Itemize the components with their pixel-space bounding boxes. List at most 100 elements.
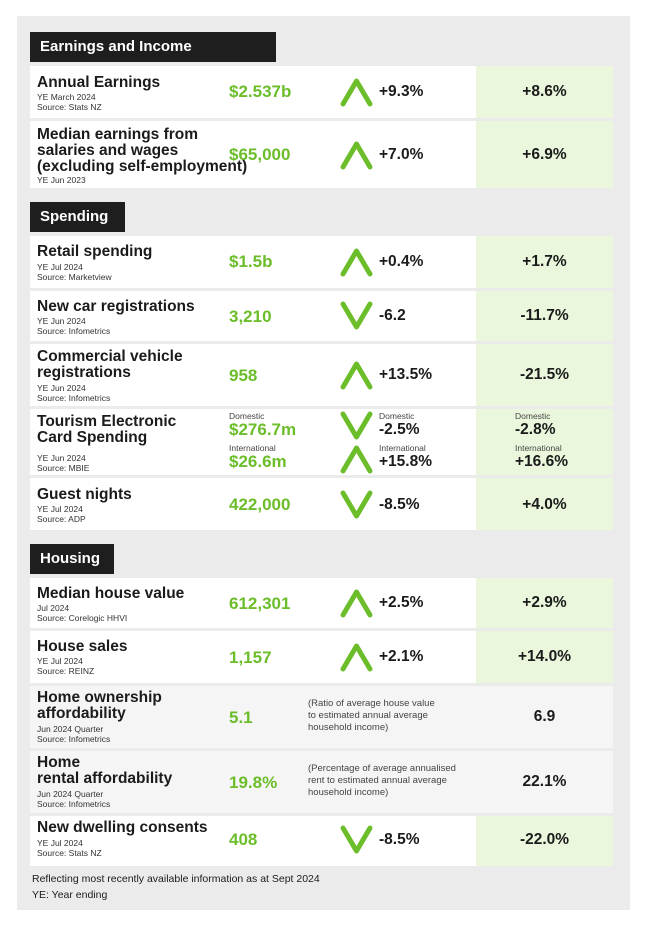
row-source: Source: Infometrics	[37, 393, 111, 403]
row-value: 19.8%	[229, 773, 278, 792]
up-arrow-icon	[339, 443, 374, 473]
row-compare: 22.1%	[522, 773, 567, 790]
row-title: affordability	[37, 705, 126, 722]
row-title: House sales	[37, 638, 128, 655]
row-value: 612,301	[229, 594, 291, 613]
row-source: Source: Infometrics	[37, 799, 111, 809]
section-header-earnings: Earnings and Income	[30, 32, 276, 62]
row-median-house-value: Median house value Jul 2024 Source: Core…	[30, 578, 613, 628]
row-guest-nights: Guest nights YE Jul 2024 Source: ADP 422…	[30, 478, 613, 530]
row-title: registrations	[37, 364, 131, 381]
row-source: Source: MBIE	[37, 463, 90, 473]
footnote-ye-definition: YE: Year ending	[32, 889, 108, 901]
down-arrow-icon	[339, 824, 374, 856]
row-title: Guest nights	[37, 486, 132, 503]
row-new-car-registrations: New car registrations YE Jun 2024 Source…	[30, 291, 613, 341]
comparison-cell	[476, 816, 613, 866]
row-title: Commercial vehicle	[37, 348, 183, 365]
domestic-value: $276.7m	[229, 420, 297, 439]
row-period: YE Jun 2024	[37, 316, 86, 326]
row-change: -8.5%	[379, 496, 420, 513]
row-period: Jul 2024	[37, 603, 70, 613]
row-compare: 6.9	[533, 708, 556, 725]
row-home-rental-affordability: Home rental affordability Jun 2024 Quart…	[30, 751, 613, 813]
up-arrow-icon	[339, 246, 374, 278]
row-value: $1.5b	[229, 252, 273, 271]
international-change-label: International	[379, 443, 426, 453]
row-value: 958	[229, 366, 258, 385]
row-note: (Ratio of average house value to estimat…	[308, 698, 478, 734]
domestic-compare: -2.8%	[515, 421, 556, 438]
row-change: +0.4%	[379, 253, 424, 270]
row-value: 3,210	[229, 307, 272, 326]
row-compare: +6.9%	[522, 146, 567, 163]
row-period: YE Jun 2024	[37, 453, 86, 463]
comparison-cell	[476, 236, 613, 288]
up-arrow-icon	[339, 359, 374, 391]
domestic-label: Domestic	[229, 411, 265, 421]
row-source: Source: Corelogic HHVI	[37, 613, 128, 623]
footnote-info-date: Reflecting most recently available infor…	[32, 873, 320, 885]
row-source: Source: ADP	[37, 514, 86, 524]
row-period: YE Jun 2023	[37, 175, 86, 185]
comparison-cell	[476, 121, 613, 188]
note-line: (Percentage of average annualised	[308, 763, 456, 774]
up-arrow-icon	[339, 76, 374, 108]
international-change: +15.8%	[379, 453, 433, 470]
row-change: -8.5%	[379, 831, 420, 848]
note-line: rent to estimated annual average	[308, 775, 447, 786]
row-change: +13.5%	[379, 366, 433, 383]
row-compare: -11.7%	[520, 307, 569, 324]
row-value: 422,000	[229, 495, 291, 514]
row-period: YE Jul 2024	[37, 656, 83, 666]
row-source: Source: Stats NZ	[37, 102, 102, 112]
up-arrow-icon	[339, 139, 374, 171]
row-period: YE Jul 2024	[37, 504, 83, 514]
row-value: $2.537b	[229, 82, 292, 101]
row-new-dwelling-consents: New dwelling consents YE Jul 2024 Source…	[30, 816, 613, 866]
domestic-compare-label: Domestic	[515, 411, 551, 421]
row-source: Source: Infometrics	[37, 326, 111, 336]
row-source: Source: REINZ	[37, 666, 95, 676]
row-period: YE Jul 2024	[37, 262, 83, 272]
row-value: 5.1	[229, 708, 253, 727]
row-period: Jun 2024 Quarter	[37, 724, 104, 734]
row-title: rental affordability	[37, 770, 173, 787]
row-period: YE March 2024	[37, 92, 96, 102]
up-arrow-icon	[339, 587, 374, 619]
row-title: Annual Earnings	[37, 74, 161, 91]
row-source: Source: Infometrics	[37, 734, 111, 744]
row-compare: +14.0%	[517, 648, 571, 665]
row-change: -6.2	[379, 307, 406, 324]
row-title: Retail spending	[37, 243, 153, 260]
row-compare: +1.7%	[522, 253, 567, 270]
row-title: New dwelling consents	[37, 819, 208, 836]
international-label: International	[229, 443, 276, 453]
comparison-cell	[476, 631, 613, 683]
down-arrow-icon	[339, 410, 374, 440]
domestic-change: -2.5%	[379, 421, 420, 438]
row-compare: +2.9%	[522, 594, 567, 611]
row-title: Tourism Electronic	[37, 413, 177, 430]
row-change: +2.1%	[379, 648, 424, 665]
row-title: Median house value	[37, 585, 185, 602]
row-compare: +4.0%	[522, 496, 567, 513]
row-value: $65,000	[229, 145, 291, 164]
comparison-cell	[476, 409, 613, 475]
comparison-cell	[476, 578, 613, 628]
row-change: +7.0%	[379, 146, 424, 163]
domestic-change-label: Domestic	[379, 411, 415, 421]
note-line: to estimated annual average	[308, 710, 428, 721]
comparison-cell	[476, 478, 613, 530]
row-title: Home	[37, 754, 81, 771]
comparison-cell	[476, 344, 613, 406]
international-value: $26.6m	[229, 452, 287, 471]
section-header-spending: Spending	[30, 202, 125, 232]
row-compare: -22.0%	[519, 831, 570, 848]
row-period: YE Jun 2024	[37, 383, 86, 393]
international-compare: +16.6%	[515, 453, 569, 470]
row-title: Home ownership	[37, 689, 162, 706]
comparison-cell	[476, 291, 613, 341]
row-note: (Percentage of average annualised rent t…	[308, 763, 478, 799]
row-change: +9.3%	[379, 83, 424, 100]
